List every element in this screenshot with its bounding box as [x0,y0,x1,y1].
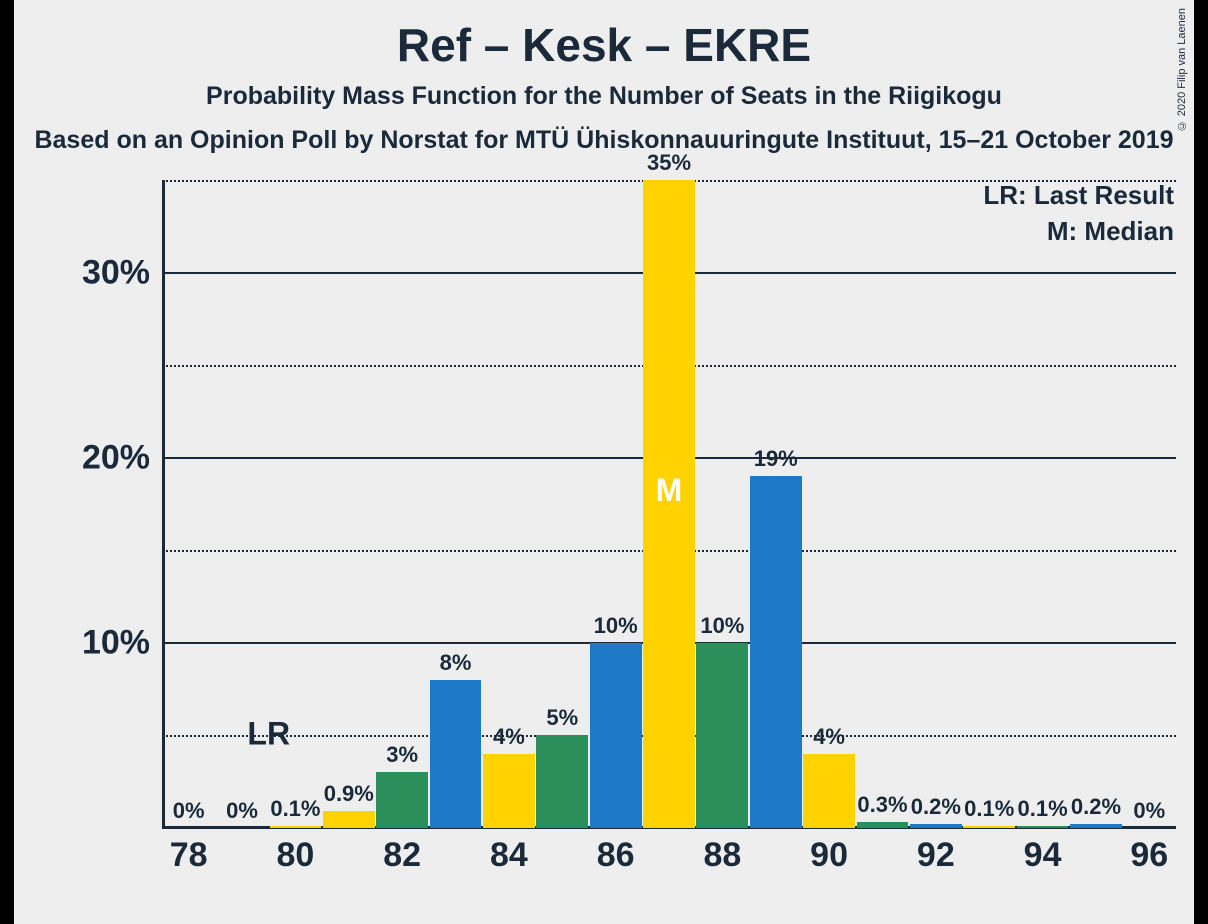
y-tick-label: 10% [82,623,150,662]
bar [536,735,588,828]
chart-canvas: © 2020 Filip van Laenen Ref – Kesk – EKR… [14,0,1194,924]
bar-value-label: 0% [226,798,258,824]
bar-value-label: 5% [546,705,578,731]
bar-value-label: 0.1% [964,796,1014,822]
bar-value-label: 4% [493,724,525,750]
bar-value-label: 0.1% [270,796,320,822]
bar [910,824,962,828]
plot-area: 10%20%30%788082848688909294960%0%0.1%0.9… [162,180,1176,828]
x-tick-label: 84 [490,836,528,875]
bar [590,643,642,828]
bar-value-label: 35% [647,150,691,176]
y-tick-label: 30% [82,253,150,292]
bar [857,822,909,828]
bar-value-label: 0.2% [1071,794,1121,820]
x-tick-label: 96 [1130,836,1168,875]
bar [803,754,855,828]
bar [376,772,428,828]
bar [696,643,748,828]
bar [483,754,535,828]
x-tick-label: 78 [170,836,208,875]
bar-value-label: 0.9% [324,781,374,807]
bar-value-label: 0.1% [1018,796,1068,822]
bar-value-label: 10% [594,613,638,639]
x-tick-label: 92 [917,836,955,875]
chart-title: Ref – Kesk – EKRE [14,18,1194,72]
bar-value-label: 0% [1133,798,1165,824]
bar-value-label: 10% [700,613,744,639]
y-axis [162,180,165,828]
x-tick-label: 90 [810,836,848,875]
bar-value-label: 8% [440,650,472,676]
x-tick-label: 86 [597,836,635,875]
x-tick-label: 94 [1024,836,1062,875]
bar-value-label: 0.2% [911,794,961,820]
bar-value-label: 3% [386,742,418,768]
bar [270,826,322,828]
chart-source: Based on an Opinion Poll by Norstat for … [14,126,1194,155]
x-tick-label: 80 [276,836,314,875]
x-tick-label: 88 [703,836,741,875]
chart-subtitle: Probability Mass Function for the Number… [14,82,1194,111]
bar-value-label: 19% [754,446,798,472]
bar [1017,826,1069,828]
median-marker: M [656,472,683,509]
bar [1070,824,1122,828]
bar-value-label: 0% [173,798,205,824]
bar [963,826,1015,828]
bar-value-label: 4% [813,724,845,750]
last-result-marker: LR [247,715,290,752]
y-tick-label: 20% [82,438,150,477]
bar [750,476,802,828]
bar-value-label: 0.3% [857,792,907,818]
bar [430,680,482,828]
bar [323,811,375,828]
x-tick-label: 82 [383,836,421,875]
